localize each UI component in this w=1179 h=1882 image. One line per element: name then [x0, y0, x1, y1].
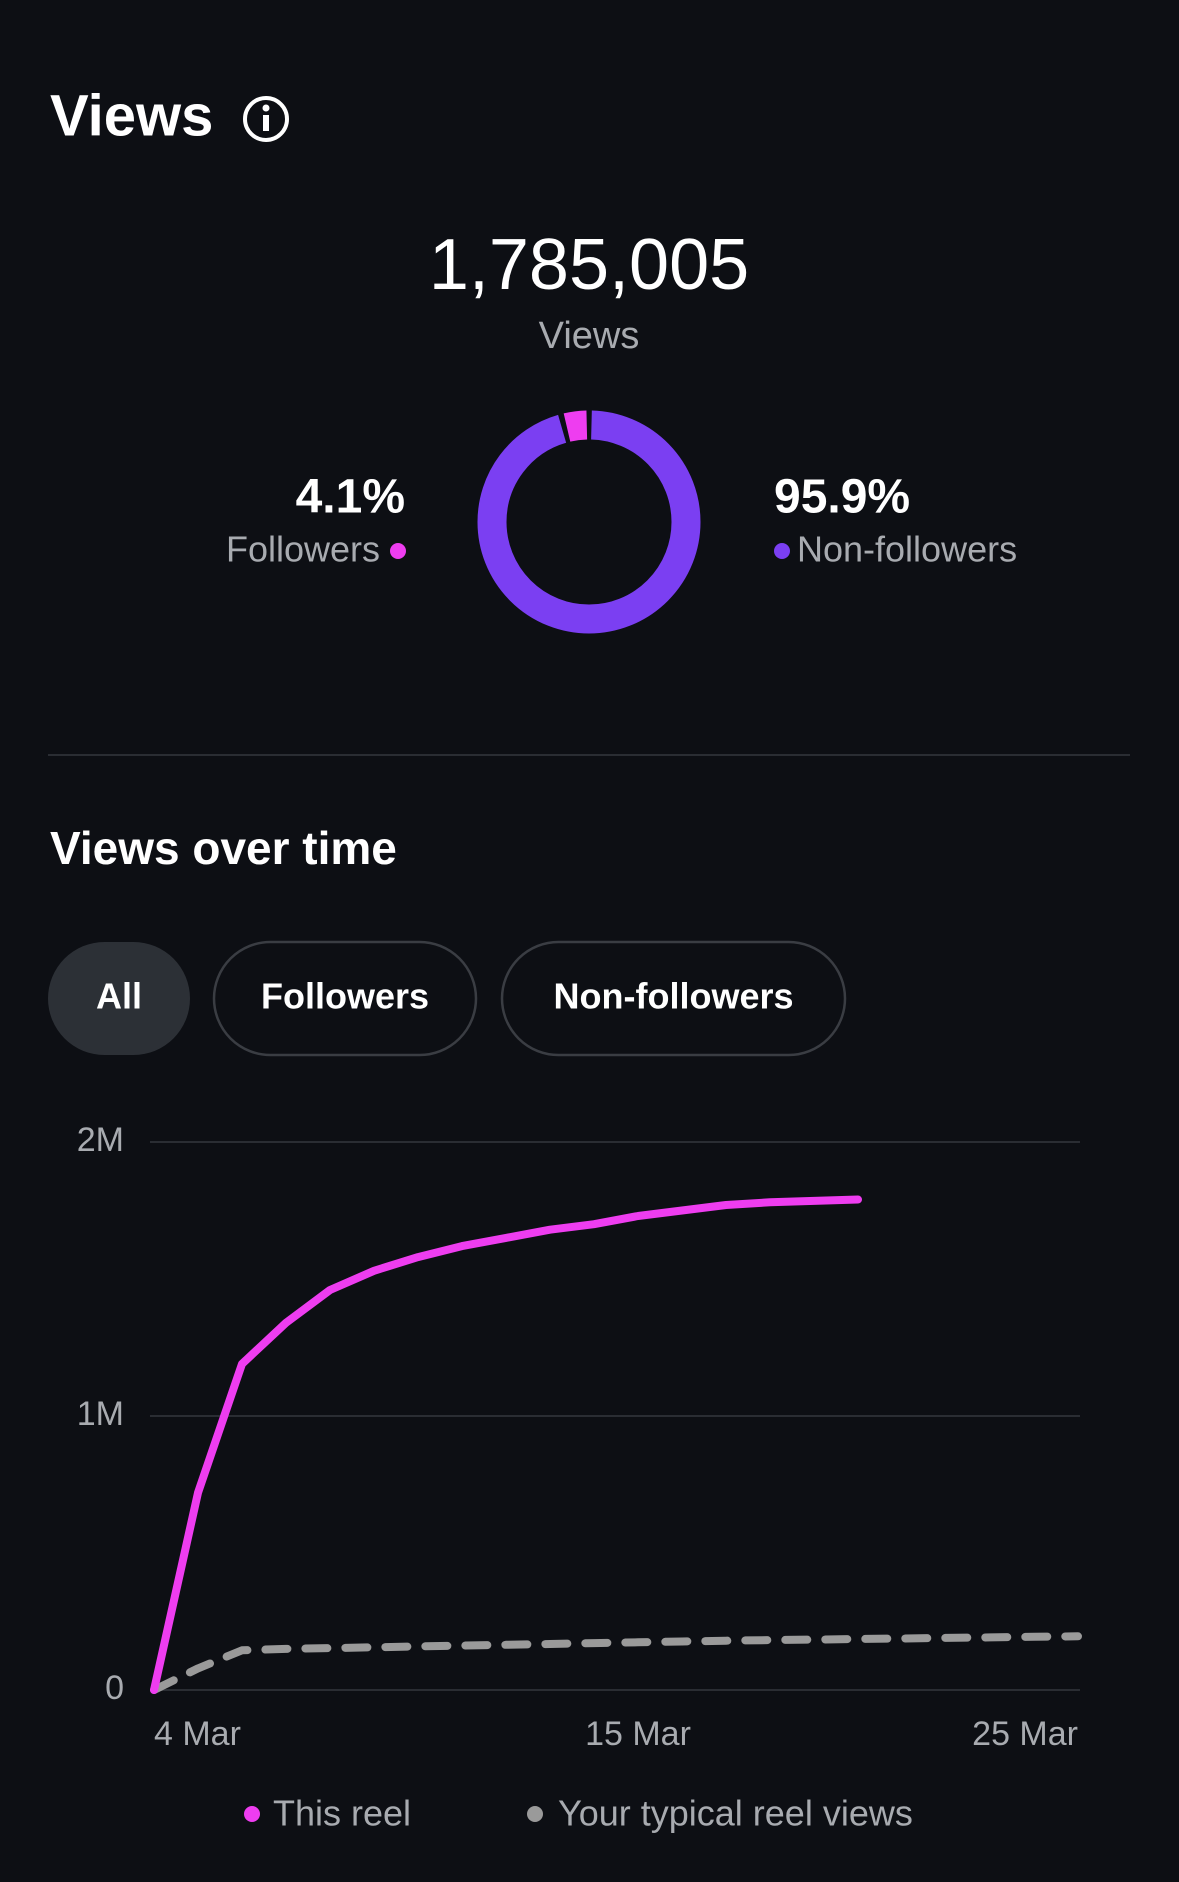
series-line: [150, 1195, 862, 1694]
y-tick-label: 2M: [77, 1121, 124, 1159]
x-tick-label: 25 Mar: [972, 1715, 1078, 1753]
info-icon[interactable]: [243, 96, 289, 142]
section-title: Views over time: [50, 822, 397, 874]
info-dot: [262, 104, 270, 112]
filter-pill[interactable]: [48, 942, 190, 1055]
info-circle: [243, 96, 289, 142]
x-tick-label: 15 Mar: [585, 1715, 691, 1753]
total-label: Views: [539, 315, 640, 357]
y-tick-label: 0: [105, 1669, 124, 1707]
series-line: [150, 1632, 1082, 1694]
legend-dot: [244, 1806, 260, 1822]
legend-dot: [774, 543, 790, 559]
donut-value-label: 95.9%: [774, 471, 910, 524]
title: Views: [50, 83, 213, 148]
legend-label: This reel: [273, 1793, 411, 1834]
filter-label[interactable]: Followers: [261, 976, 429, 1017]
donut-category: Non-followers: [797, 529, 1017, 570]
filter-pill[interactable]: [500, 940, 847, 1057]
legend-label: Your typical reel views: [558, 1793, 913, 1834]
total-views: 1,785,005: [429, 225, 749, 305]
donut-category: Followers: [226, 529, 380, 570]
donut-segment: [477, 410, 701, 634]
y-tick-label: 1M: [77, 1395, 124, 1433]
info-stem: [263, 115, 269, 131]
donut-value-label: 4.1%: [296, 471, 405, 524]
filter-label[interactable]: All: [96, 976, 142, 1017]
x-tick-label: 4 Mar: [154, 1715, 241, 1753]
legend-dot: [527, 1806, 543, 1822]
legend-dot: [390, 543, 406, 559]
filter-label[interactable]: Non-followers: [554, 976, 794, 1017]
filter-pill[interactable]: [212, 940, 478, 1057]
